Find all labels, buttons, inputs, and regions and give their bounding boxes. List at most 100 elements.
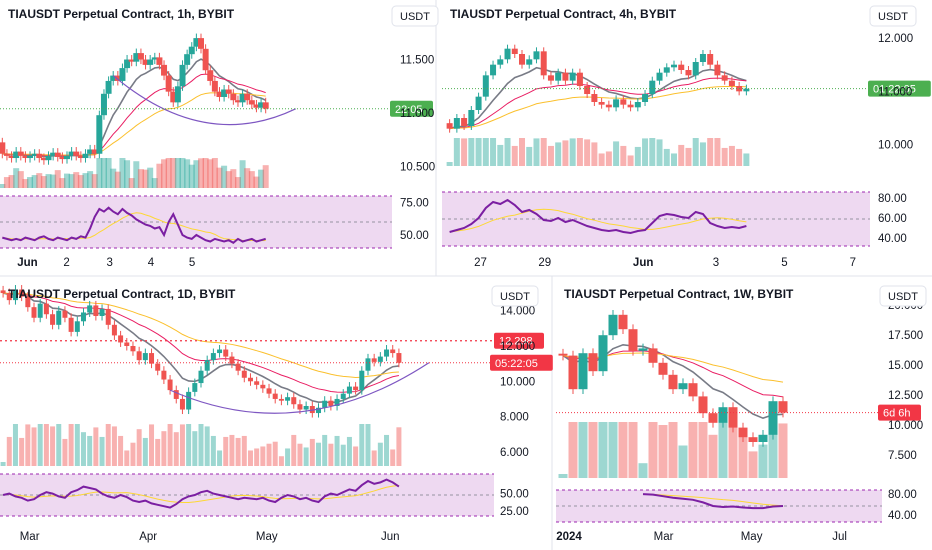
- candle: [19, 289, 25, 297]
- rsi-band: [0, 196, 392, 248]
- volume-bar: [642, 138, 649, 166]
- candle: [45, 155, 52, 161]
- x-tick-label: 7: [850, 257, 856, 269]
- volume-bar: [56, 424, 62, 466]
- ema-line: [449, 77, 747, 130]
- volume-bar: [186, 424, 192, 466]
- y-tick-label: 12.500: [888, 390, 923, 402]
- volume-bar: [111, 426, 117, 466]
- candle: [576, 72, 583, 86]
- volume-bar: [497, 144, 504, 166]
- volume-bar: [396, 427, 402, 466]
- candle: [105, 80, 112, 94]
- volume-bar: [93, 427, 99, 466]
- candle: [588, 353, 598, 372]
- candle: [207, 70, 214, 81]
- volume-bar: [384, 434, 390, 466]
- volume-bar: [167, 424, 173, 466]
- currency-label: USDT: [878, 11, 908, 23]
- candle: [174, 86, 181, 103]
- candle: [31, 153, 38, 156]
- candle: [80, 312, 86, 322]
- volume-bar: [223, 436, 229, 466]
- volume-bar: [340, 444, 346, 466]
- volume-bar: [6, 436, 12, 466]
- candle: [50, 314, 56, 325]
- volume-bar: [598, 422, 608, 478]
- candle: [68, 151, 75, 156]
- volume-bar: [118, 435, 124, 466]
- candle: [3, 153, 10, 156]
- candle: [613, 99, 620, 108]
- volume-bar: [758, 444, 768, 478]
- volume-bar: [142, 437, 148, 466]
- candle: [253, 104, 260, 108]
- volume-bar: [322, 434, 328, 466]
- volume-bar: [74, 424, 80, 466]
- volume-bar: [25, 424, 31, 466]
- candle: [359, 370, 365, 391]
- candle: [167, 379, 173, 391]
- volume-bar: [77, 175, 84, 188]
- volume-bar: [446, 162, 453, 166]
- rsi-line: [449, 198, 747, 235]
- currency-button[interactable]: [869, 5, 917, 27]
- candle: [234, 100, 241, 103]
- volume-bar: [234, 177, 241, 188]
- x-tick-label: 2: [63, 257, 69, 269]
- candle: [165, 75, 172, 92]
- candle: [497, 59, 504, 65]
- candle: [446, 123, 453, 129]
- candle: [540, 51, 547, 76]
- candle: [198, 370, 204, 384]
- candle: [678, 383, 688, 390]
- candle: [728, 80, 735, 86]
- x-tick-label: May: [741, 531, 763, 543]
- candle: [87, 305, 93, 313]
- candle: [278, 398, 284, 401]
- volume-bar: [124, 450, 130, 466]
- volume-bar: [663, 148, 670, 166]
- candle: [628, 329, 638, 351]
- currency-label: USDT: [400, 11, 430, 23]
- candle: [768, 401, 778, 435]
- candle: [688, 383, 698, 397]
- candle: [698, 396, 708, 414]
- candle: [303, 406, 309, 410]
- candle: [119, 68, 126, 81]
- rsi-tick-label: 50.00: [400, 230, 429, 242]
- chart-title: TIAUSDT Perpetual Contract, 1h, BYBIT: [8, 7, 235, 21]
- candle: [266, 388, 272, 394]
- volume-bar: [244, 168, 251, 188]
- currency-button[interactable]: [879, 285, 927, 307]
- last-price-tag: [878, 404, 921, 421]
- candle: [526, 59, 533, 65]
- candle: [490, 64, 497, 76]
- volume-bar: [588, 422, 598, 478]
- candle: [748, 437, 758, 442]
- volume-bar: [64, 173, 70, 188]
- candle: [309, 406, 315, 414]
- last-price-tag: [868, 80, 931, 97]
- candle: [74, 321, 80, 332]
- volume-bar: [110, 168, 117, 188]
- currency-button[interactable]: [491, 285, 539, 307]
- volume-bar: [254, 448, 260, 466]
- candle: [778, 401, 788, 413]
- candle: [211, 80, 218, 92]
- rsi-ma-line: [3, 484, 399, 504]
- volume-bar: [54, 170, 61, 188]
- candle: [198, 38, 204, 49]
- volume-bar: [569, 138, 576, 166]
- volume-bar: [100, 158, 107, 188]
- volume-bar: [0, 184, 6, 188]
- rsi-line: [2, 478, 400, 509]
- candle: [204, 360, 210, 371]
- currency-button[interactable]: [391, 5, 439, 27]
- x-tick-label: 2024: [556, 531, 582, 543]
- volume-bar: [519, 138, 525, 166]
- candle: [618, 314, 628, 330]
- candle: [216, 91, 223, 97]
- x-tick-label: May: [256, 531, 278, 543]
- candle: [482, 75, 489, 97]
